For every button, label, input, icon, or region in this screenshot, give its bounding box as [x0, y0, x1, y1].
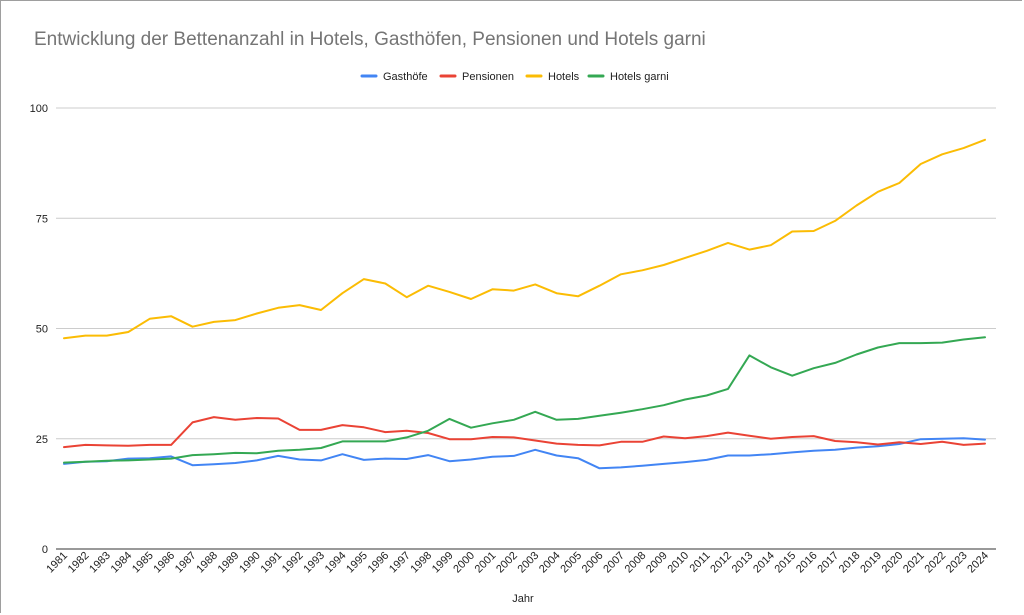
y-tick-label: 75	[36, 213, 48, 225]
x-tick-label: 1996	[366, 550, 392, 576]
y-tick-label: 0	[42, 544, 48, 556]
x-tick-label: 1990	[237, 550, 263, 576]
x-tick-label: 1981	[44, 550, 70, 576]
x-tick-label: 2010	[665, 550, 691, 576]
x-tick-label: 2006	[580, 550, 606, 576]
x-tick-label: 2005	[558, 550, 584, 576]
series-line-1	[63, 416, 986, 449]
x-tick-label: 1993	[301, 550, 327, 576]
y-tick-label: 100	[30, 103, 48, 115]
x-tick-label: 2019	[858, 550, 884, 576]
x-tick-label: 2015	[773, 550, 799, 576]
y-tick-label: 50	[36, 324, 48, 336]
x-tick-label: 2004	[537, 550, 563, 576]
x-tick-label: 2013	[730, 550, 756, 576]
y-tick-label: 25	[36, 434, 48, 446]
x-tick-label: 2003	[516, 550, 542, 576]
x-tick-label: 2018	[837, 550, 863, 576]
x-tick-label: 2023	[944, 550, 970, 576]
x-tick-label: 1987	[173, 550, 199, 576]
x-tick-label: 1989	[216, 550, 242, 576]
x-tick-label: 1997	[387, 550, 413, 576]
x-tick-label: 1999	[430, 550, 456, 576]
series-line-3	[63, 336, 986, 464]
x-tick-label: 2017	[815, 550, 841, 576]
x-tick-label: 1988	[194, 550, 220, 576]
x-tick-label: 1985	[130, 550, 156, 576]
x-tick-label: 1995	[344, 550, 370, 576]
x-tick-label: 1992	[280, 550, 306, 576]
x-axis-title: Jahr	[512, 593, 534, 605]
x-tick-label: 1984	[109, 550, 135, 576]
x-tick-label: 2016	[794, 550, 820, 576]
x-tick-label: 2001	[473, 550, 499, 576]
x-tick-label: 1991	[259, 550, 285, 576]
x-tick-label: 2009	[644, 550, 670, 576]
series-line-2	[63, 138, 986, 340]
legend-label-3: Hotels garni	[610, 71, 669, 83]
x-tick-label: 2014	[751, 550, 777, 576]
x-tick-label: 1998	[408, 550, 434, 576]
chart-title: Entwicklung der Bettenanzahl in Hotels, …	[34, 29, 706, 50]
legend-label-0: Gasthöfe	[383, 71, 428, 83]
y-axis-ticks: 0 25 50 75 100	[30, 103, 48, 556]
series-line-0	[63, 437, 986, 470]
legend-label-2: Hotels	[548, 71, 580, 83]
x-tick-label: 1982	[66, 550, 92, 576]
x-tick-label: 2002	[494, 550, 520, 576]
x-tick-label: 2020	[880, 550, 906, 576]
x-tick-label: 1983	[87, 550, 113, 576]
x-tick-label: 1986	[151, 550, 177, 576]
x-tick-label: 2008	[623, 550, 649, 576]
x-tick-label: 2011	[687, 550, 712, 575]
x-tick-label: 1994	[323, 550, 349, 576]
grid-lines	[56, 107, 996, 550]
x-tick-label: 2000	[451, 550, 477, 576]
x-tick-label: 2021	[901, 550, 927, 576]
x-tick-label: 2007	[601, 550, 627, 576]
x-tick-label: 2024	[965, 550, 991, 576]
x-tick-label: 2022	[922, 550, 948, 576]
x-tick-label: 2012	[708, 550, 734, 576]
legend: Gasthöfe Pensionen Hotels Hotels garni	[360, 71, 669, 83]
x-axis-ticks: 1981198219831984198519861987198819891990…	[44, 550, 991, 576]
legend-label-1: Pensionen	[462, 71, 514, 83]
series-lines	[63, 138, 986, 470]
